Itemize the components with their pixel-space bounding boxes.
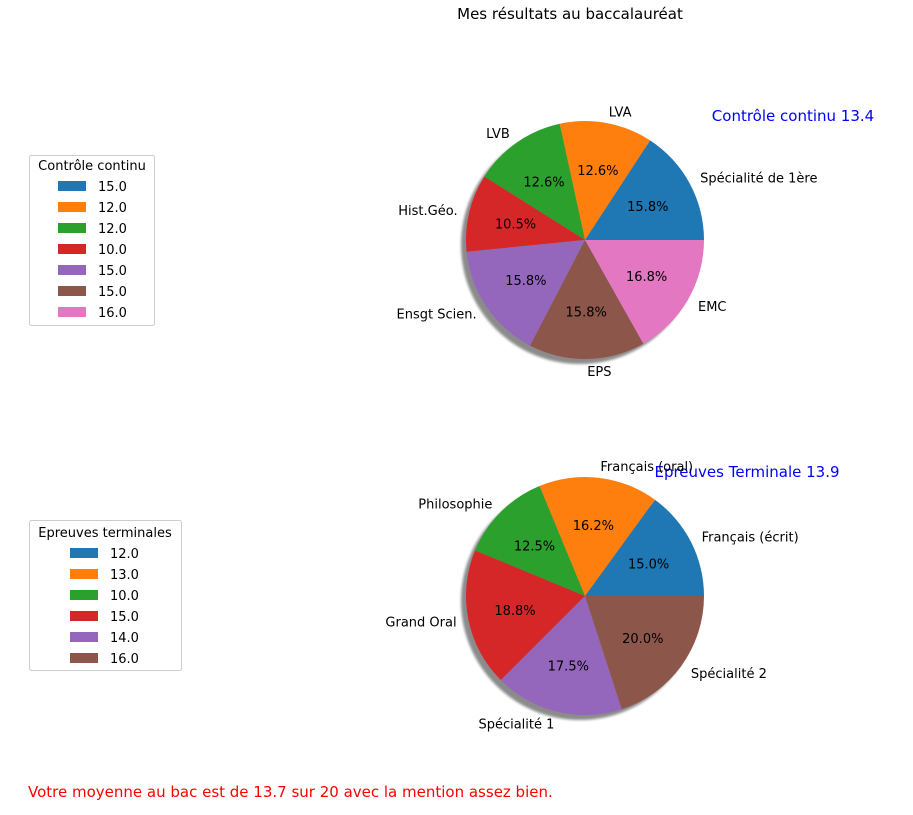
pie-pct-label: 20.0% <box>622 632 663 647</box>
legend-label: 12.0 <box>110 547 139 562</box>
pie-wedge <box>585 240 704 344</box>
legend-label: 15.0 <box>98 180 127 195</box>
legend-swatch <box>58 223 86 233</box>
figure-title: Mes résultats au baccalauréat <box>457 5 683 23</box>
pie-pct-label: 12.6% <box>523 176 564 191</box>
legend-swatch <box>70 653 98 663</box>
legend-controle-continu: Contrôle continu 15.0 12.0 12.0 10.0 15.0 15.… <box>29 155 155 326</box>
pie-pct-label: 16.8% <box>626 270 667 285</box>
pie-wedge <box>539 477 655 596</box>
pie-pct-label: 15.8% <box>627 200 668 215</box>
legend-swatch <box>58 286 86 296</box>
pie-wedge <box>466 176 585 252</box>
legend-swatch <box>58 181 86 191</box>
legend-swatch <box>58 307 86 317</box>
legend-epreuves-terminales: Epreuves terminales 12.0 13.0 10.0 15.0 14.0… <box>29 520 182 671</box>
legend-swatch <box>70 569 98 579</box>
legend-swatch <box>70 548 98 558</box>
pie-pct-label: 15.0% <box>628 558 669 573</box>
pie-label: Grand Oral <box>385 616 456 631</box>
legend-label: 10.0 <box>110 589 139 604</box>
legend-label: 15.0 <box>98 264 127 279</box>
pie-label: EMC <box>698 300 727 315</box>
pie-pct-label: 17.5% <box>548 659 589 674</box>
legend-frame <box>29 155 155 326</box>
pie-wedge <box>559 121 651 240</box>
legend-swatch <box>70 590 98 600</box>
pie-chart-epreuves-terminales: Epreuves Terminale 13.9 Français (écrit)… <box>385 460 839 732</box>
legend-label: 15.0 <box>110 610 139 625</box>
pie-pct-label: 15.8% <box>505 274 546 289</box>
legend-title: Contrôle continu <box>38 159 146 174</box>
pie-label: Ensgt Scien. <box>397 307 477 322</box>
pie-pct-label: 10.5% <box>495 218 536 233</box>
pie-label: Hist.Géo. <box>398 204 457 219</box>
pie-pct-label: 12.5% <box>514 540 555 555</box>
pie-wedge <box>585 499 704 596</box>
pie-title: Epreuves Terminale 13.9 <box>654 463 839 481</box>
pie-pct-label: 16.2% <box>573 519 614 534</box>
legend-label: 10.0 <box>98 243 127 258</box>
pie-label: EPS <box>587 365 611 380</box>
pie-pct-label: 18.8% <box>494 604 535 619</box>
pie-label: Français (oral) <box>600 460 693 475</box>
legend-swatch <box>58 265 86 275</box>
legend-label: 15.0 <box>98 285 127 300</box>
legend-label: 12.0 <box>98 222 127 237</box>
pie-pct-label: 15.8% <box>566 305 607 320</box>
footer-message: Votre moyenne au bac est de 13.7 sur 20 … <box>28 783 553 801</box>
pie-pct-label: 12.6% <box>577 164 618 179</box>
pie-label: LVB <box>486 127 510 142</box>
legend-swatch <box>70 611 98 621</box>
legend-swatch <box>58 202 86 212</box>
pie-title: Contrôle continu 13.4 <box>712 107 874 125</box>
pie-wedge <box>585 596 704 710</box>
legend-label: 13.0 <box>110 568 139 583</box>
pie-label: Spécialité de 1ère <box>700 172 817 187</box>
legend-label: 12.0 <box>98 201 127 216</box>
pie-wedge <box>484 123 585 240</box>
pie-wedge <box>530 240 644 360</box>
pie-label: Spécialité 1 <box>478 717 554 732</box>
pie-chart-controle-continu: Contrôle continu 13.4 Spécialité de 1ère… <box>397 105 875 380</box>
legend-label: 16.0 <box>98 306 127 321</box>
legend-frame <box>29 520 182 671</box>
pie-label: LVA <box>609 105 632 120</box>
legend-label: 16.0 <box>110 652 139 667</box>
pie-label: Spécialité 2 <box>691 667 767 682</box>
legend-swatch <box>70 632 98 642</box>
pie-wedge <box>465 550 585 681</box>
pie-label: Philosophie <box>418 497 492 512</box>
legend-label: 14.0 <box>110 631 139 646</box>
legend-title: Epreuves terminales <box>38 526 172 541</box>
pie-label: Français (écrit) <box>702 531 799 546</box>
legend-swatch <box>58 244 86 254</box>
pie-wedge <box>466 240 585 346</box>
pie-wedge <box>585 140 704 240</box>
pie-wedge <box>475 486 585 596</box>
pie-wedge <box>500 596 622 716</box>
